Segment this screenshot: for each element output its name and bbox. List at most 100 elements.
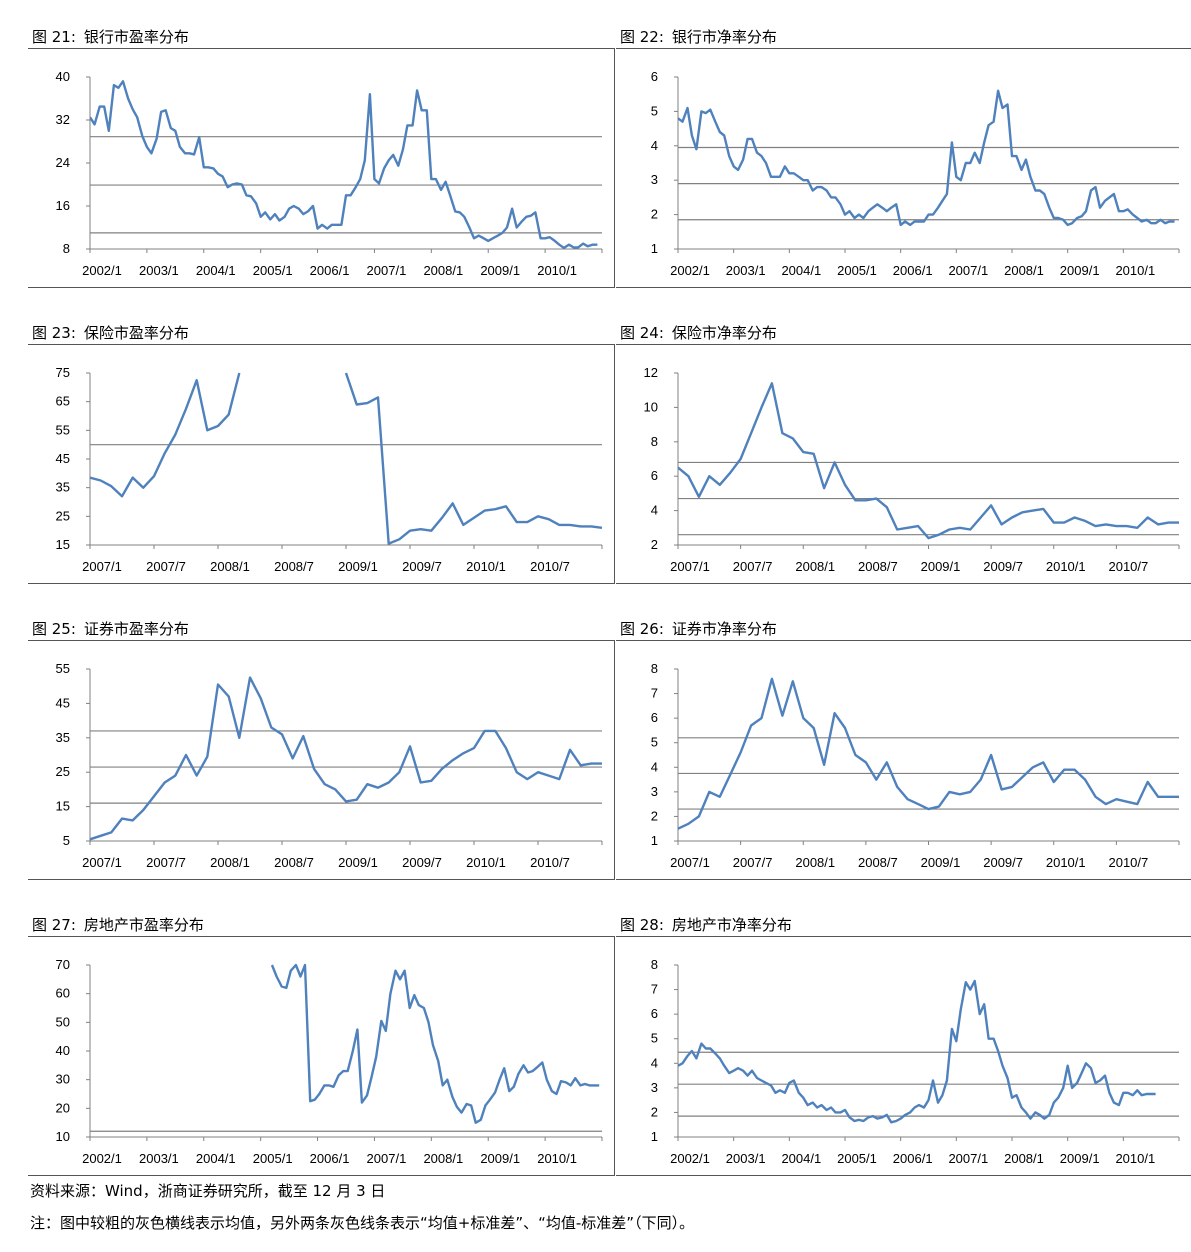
y-tick-label: 15 [56,799,70,814]
chart-frame: 75 65 55 45 35 25 15 2007/1 2007/7 2008/1 2008/7 20… [28,344,615,584]
figure-number: 图 22: [620,28,664,46]
y-tick-label: 5 [651,1031,658,1046]
x-tick-label: 2010/1 [466,855,506,870]
y-tick-label: 65 [56,394,70,409]
y-tick-label: 8 [63,241,70,256]
y-tick-label: 75 [56,365,70,380]
x-tick-label: 2007/7 [733,559,773,574]
y-tick-label: 70 [56,957,70,972]
x-tick-label: 2009/1 [1060,1151,1100,1166]
x-tick-label: 2010/1 [537,263,577,278]
panel-title: 图 22: 银行市净率分布 [620,26,777,47]
chart-frame: 8 7 6 5 4 3 2 1 2002/1 2003/1 2004/1 2005/1 2006/1 20… [616,936,1191,1176]
panel-title: 图 24: 保险市净率分布 [620,322,777,343]
y-tick-label: 40 [56,69,70,84]
x-tick-label: 2007/1 [948,1151,988,1166]
x-tick-label: 2007/1 [670,559,710,574]
figure-number: 图 21: [32,28,76,46]
x-tick-label: 2007/1 [367,1151,407,1166]
chart-frame: 6 5 4 3 2 1 2002/1 2003/1 2004/1 2005/1 2006/1 2007… [616,48,1191,288]
x-tick-label: 2002/1 [670,1151,710,1166]
chart-frame: 8 7 6 5 4 3 2 1 2007/1 2007/7 2008/1 2008/7 2009/1 20… [616,640,1191,880]
x-tick-label: 2010/1 [537,1151,577,1166]
panel-title: 图 21: 银行市盈率分布 [32,26,189,47]
y-tick-label: 55 [56,422,70,437]
y-tick-label: 30 [56,1072,70,1087]
source-note: 资料来源：Wind，浙商证券研究所，截至 12 月 3 日 [30,1182,386,1200]
x-tick-label: 2009/7 [983,855,1023,870]
x-tick-label: 2008/1 [423,1151,463,1166]
figure-number: 图 26: [620,620,664,638]
y-tick-label: 10 [56,1129,70,1144]
y-tick-label: 5 [651,735,658,750]
y-tick-label: 6 [651,1006,658,1021]
chart-title: 房地产市净率分布 [671,916,792,934]
x-tick-label: 2007/1 [670,855,710,870]
x-tick-label: 2004/1 [781,1151,821,1166]
x-tick-label: 2010/7 [1108,559,1148,574]
panel-fig21: 图 21: 银行市盈率分布 40 32 24 16 8 2002/1 2003/1 2004/1… [28,26,615,296]
x-tick-label: 2009/1 [338,855,378,870]
x-tick-label: 2009/1 [480,1151,520,1166]
chart-frame: 12 10 8 6 4 2 2007/1 2007/7 2008/1 2008/7 2009/1 20… [616,344,1191,584]
x-tick-label: 2008/1 [1004,1151,1044,1166]
x-tick-label: 2010/1 [466,559,506,574]
panel-fig27: 图 27: 房地产市盈率分布 70 60 50 40 30 20 10 2002/1 2003/1… [28,914,615,1184]
y-tick-label: 10 [644,399,658,414]
x-tick-label: 2007/7 [146,855,186,870]
x-tick-label: 2006/1 [893,263,933,278]
y-tick-label: 2 [651,537,658,552]
y-tick-label: 1 [651,241,658,256]
panel-fig26: 图 26: 证券市净率分布 8 7 6 5 4 3 2 1 2007/1 2007/7 2008/1 2… [616,618,1191,888]
x-tick-label: 2004/1 [196,263,236,278]
y-tick-label: 1 [651,1129,658,1144]
panel-fig22: 图 22: 银行市净率分布 6 5 4 3 2 1 2002/1 2003/1 2004/1 200… [616,26,1191,296]
panel-fig25: 图 25: 证券市盈率分布 55 45 35 25 15 5 2007/1 2007/7 2008… [28,618,615,888]
x-tick-label: 2008/7 [858,559,898,574]
series-line [678,89,1175,227]
y-tick-label: 35 [56,730,70,745]
series-line [344,372,602,545]
chart-frame: 40 32 24 16 8 2002/1 2003/1 2004/1 2005/1 2006/1 2… [28,48,615,288]
y-tick-label: 2 [651,1104,658,1119]
x-tick-label: 2008/1 [795,559,835,574]
series-line [678,979,1156,1124]
x-tick-label: 2009/1 [338,559,378,574]
y-tick-label: 40 [56,1043,70,1058]
y-tick-label: 4 [651,1055,658,1070]
chart-fig26: 8 7 6 5 4 3 2 1 2007/1 2007/7 2008/1 2008/7 2009/1 20… [651,661,1180,870]
panel-title: 图 26: 证券市净率分布 [620,618,777,639]
y-tick-label: 3 [651,784,658,799]
x-tick-label: 2009/1 [921,559,961,574]
x-tick-label: 2002/1 [670,263,710,278]
footnote: 注：图中较粗的灰色横线表示均值，另外两条灰色线条表示“均值+标准差”、“均值-标… [30,1214,695,1232]
chart-fig28: 8 7 6 5 4 3 2 1 2002/1 2003/1 2004/1 2005/1 2006/1 20… [651,957,1180,1166]
panel-title: 图 25: 证券市盈率分布 [32,618,189,639]
x-tick-label: 2005/1 [837,1151,877,1166]
figure-number: 图 27: [32,916,76,934]
y-tick-label: 8 [651,661,658,676]
x-tick-label: 2005/1 [253,1151,293,1166]
x-tick-label: 2010/1 [1115,263,1155,278]
chart-fig21: 40 32 24 16 8 2002/1 2003/1 2004/1 2005/1 2006/1 2… [56,69,603,278]
chart-title: 保险市盈率分布 [83,324,189,342]
x-tick-label: 2002/1 [82,263,122,278]
y-tick-label: 45 [56,451,70,466]
figure-number: 图 25: [32,620,76,638]
x-tick-label: 2009/7 [402,559,442,574]
x-tick-label: 2005/1 [253,263,293,278]
y-tick-label: 4 [651,759,658,774]
x-tick-label: 2010/1 [1046,559,1086,574]
series-line [678,677,1179,830]
panel-title: 图 23: 保险市盈率分布 [32,322,189,343]
chart-title: 保险市净率分布 [671,324,777,342]
figure-number: 图 28: [620,916,664,934]
y-tick-label: 2 [651,207,658,222]
x-tick-label: 2010/7 [530,855,570,870]
y-tick-label: 4 [651,503,658,518]
x-tick-label: 2003/1 [139,263,179,278]
x-tick-label: 2006/1 [893,1151,933,1166]
y-tick-label: 20 [56,1100,70,1115]
y-tick-label: 6 [651,468,658,483]
